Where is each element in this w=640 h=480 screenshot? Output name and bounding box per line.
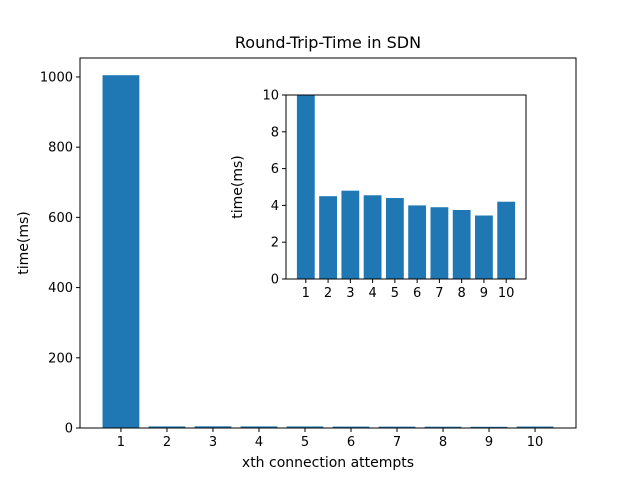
inset-x-tick-label: 2 [324, 286, 332, 301]
inset-bar [296, 95, 315, 279]
main-y-tick-label: 800 [48, 141, 73, 156]
main-y-tick-label: 400 [48, 281, 73, 296]
inset-bar [475, 215, 493, 279]
main-x-tick-label: 2 [163, 435, 171, 450]
main-y-axis-ticks: 0 200 400 600 800 1000 [40, 70, 80, 437]
inset-x-tick-label: 3 [346, 286, 354, 301]
inset-y-tick-label: 2 [271, 236, 279, 251]
main-y-tick-label: 1000 [40, 70, 73, 85]
main-x-tick-label: 8 [439, 435, 447, 450]
main-bar [516, 426, 554, 428]
main-chart-title: Round-Trip-Time in SDN [235, 33, 421, 52]
main-bar [240, 426, 278, 428]
inset-bar [363, 195, 382, 279]
main-y-tick-label: 0 [65, 422, 73, 437]
inset-x-tick-label: 6 [413, 286, 421, 301]
main-x-tick-label: 6 [347, 435, 355, 450]
main-bars [102, 75, 554, 428]
main-chart: Round-Trip-Time in SDN 02004006008001000… [16, 33, 577, 471]
main-bar [148, 426, 186, 428]
inset-x-tick-label: 9 [480, 286, 488, 301]
main-y-axis-label: time(ms) [16, 211, 32, 275]
inset-bar [497, 201, 516, 279]
main-x-tick-label: 7 [393, 435, 401, 450]
inset-bar [408, 205, 427, 279]
inset-y-tick-label: 10 [262, 89, 279, 104]
inset-bar [452, 210, 471, 279]
inset-y-tick-label: 0 [271, 273, 279, 288]
main-y-tick-label: 600 [48, 211, 73, 226]
inset-x-tick-label: 7 [435, 286, 443, 301]
main-x-axis-label: xth connection attempts [242, 455, 414, 471]
inset-y-tick-label: 6 [271, 162, 279, 177]
inset-bar [341, 190, 360, 279]
inset-y-axis-label: time(ms) [230, 155, 246, 219]
inset-y-tick-label: 4 [271, 199, 279, 214]
main-x-tick-label: 9 [485, 435, 493, 450]
inset-x-tick-label: 4 [368, 286, 376, 301]
main-bar [470, 426, 508, 428]
inset-bars [296, 95, 516, 279]
inset-bar [385, 198, 404, 279]
main-x-tick-label: 3 [209, 435, 217, 450]
inset-bar [430, 207, 449, 279]
main-x-axis-ticks: 1 2 3 4 5 6 7 8 9 10 [117, 428, 544, 450]
inset-x-axis-ticks: 1 2 3 4 5 6 7 8 9 10 [302, 279, 515, 301]
main-y-tick-label: 200 [48, 351, 73, 366]
main-x-tick-label: 4 [255, 435, 263, 450]
main-bar [378, 426, 416, 428]
inset-bar [319, 196, 337, 279]
inset-y-axis-ticks: 0 2 4 6 8 10 [262, 89, 286, 288]
main-plot-frame [79, 57, 577, 429]
main-x-tick-label: 10 [527, 435, 544, 450]
main-bar [102, 75, 140, 428]
main-bar [194, 426, 232, 428]
main-x-tick-label: 1 [117, 435, 125, 450]
main-bar [424, 426, 462, 428]
inset-x-tick-label: 8 [458, 286, 466, 301]
inset-x-tick-label: 5 [391, 286, 399, 301]
inset-y-tick-label: 8 [271, 125, 279, 140]
main-bar [332, 426, 370, 428]
inset-x-tick-label: 1 [302, 286, 310, 301]
main-x-tick-label: 5 [301, 435, 309, 450]
inset-plot-frame [285, 94, 527, 280]
inset-x-tick-label: 10 [498, 286, 515, 301]
main-bar [286, 426, 324, 428]
